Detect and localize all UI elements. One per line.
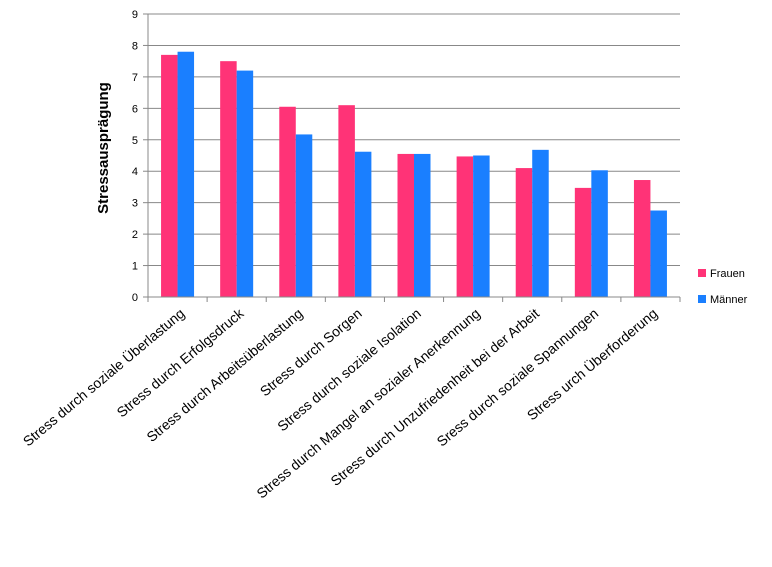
y-axis-label: Stressausprägung — [95, 82, 112, 214]
y-tick-label: 7 — [132, 72, 138, 84]
bar-männer — [591, 170, 608, 297]
bar-frauen — [574, 187, 592, 297]
bar-männer — [236, 70, 254, 297]
axes — [147, 14, 681, 302]
bar-frauen — [220, 61, 237, 297]
y-tick-label: 9 — [132, 9, 138, 21]
bar-frauen — [338, 105, 355, 297]
y-tick-label: 3 — [132, 198, 138, 210]
y-axis-ticks: 0 1 2 3 4 5 6 7 8 9 — [132, 9, 138, 304]
legend-swatch-männer — [698, 295, 706, 303]
y-tick-label: 2 — [132, 229, 138, 241]
legend-label: Männer — [710, 294, 748, 306]
bar-frauen — [279, 106, 296, 297]
x-category-label: Stress durch Sorgen — [257, 305, 365, 399]
bar-männer — [354, 151, 372, 297]
legend-swatch-frauen — [698, 269, 706, 277]
bar-männer — [177, 51, 195, 297]
bar-männer — [650, 210, 667, 297]
bar-frauen — [161, 54, 178, 297]
y-tick-label: 8 — [132, 40, 138, 52]
bar-frauen — [515, 168, 533, 297]
legend-label: Frauen — [710, 268, 745, 280]
y-tick-label: 6 — [132, 103, 138, 115]
bar-frauen — [397, 153, 414, 297]
bar-männer — [532, 149, 549, 297]
bar-männer — [473, 155, 490, 297]
y-tick-label: 4 — [132, 166, 138, 178]
bar-frauen — [456, 156, 474, 297]
y-tick-label: 1 — [132, 261, 138, 273]
legend: Frauen Männer — [698, 268, 748, 306]
bar-männer — [295, 134, 313, 297]
y-tick-label: 0 — [132, 292, 138, 304]
bar-frauen — [633, 180, 651, 297]
bar-männer — [414, 153, 431, 297]
bars — [161, 51, 667, 297]
x-category-label: Stress durch Unzufriedenheit bei der Arb… — [327, 305, 542, 489]
x-category-label: Stress durch Mangel an sozialer Anerkenn… — [253, 305, 483, 501]
y-tick-label: 5 — [132, 135, 138, 147]
